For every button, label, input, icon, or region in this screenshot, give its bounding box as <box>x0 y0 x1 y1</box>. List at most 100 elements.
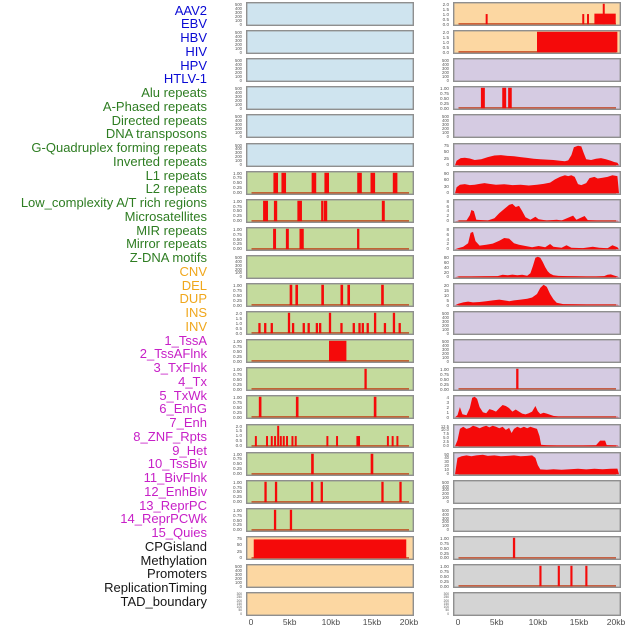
data-bar <box>295 397 299 418</box>
y-tick: 100 <box>235 270 242 276</box>
y-tick: 0.0 <box>442 21 449 27</box>
track-panel-12_EnhBiv <box>452 367 622 396</box>
y-tick: 0.00 <box>233 246 242 252</box>
baseline <box>251 444 409 446</box>
track-panel-HTLV-1 <box>245 142 415 172</box>
y-tick: 5.0 <box>443 435 449 441</box>
track-panel-L1 repeats <box>245 339 415 368</box>
baseline <box>251 304 409 306</box>
y-tick: 500 <box>235 30 242 36</box>
y-tick: 1.0 <box>442 11 449 17</box>
y-axis-ticks-5_TxWk: 90 60 30 0 <box>422 171 450 195</box>
track-plot-MIR repeats <box>245 451 415 476</box>
data-bar <box>381 481 384 502</box>
y-tick: 0.75 <box>233 231 242 237</box>
data-bar <box>361 323 364 334</box>
data-bar <box>480 88 485 109</box>
data-bar <box>311 453 314 474</box>
track-label-AAV2: AAV2 <box>174 2 207 18</box>
data-bar <box>302 323 305 334</box>
data-bar <box>274 481 278 502</box>
y-axis-ticks-8_ZNF_Rpts: 80 60 40 20 0 <box>422 255 450 279</box>
data-bar <box>264 481 267 502</box>
data-bar <box>366 323 369 334</box>
data-bar <box>273 228 277 250</box>
y-axis-ticks-12_EnhBiv: 1.00 0.75 0.50 0.25 0.00 <box>422 367 450 392</box>
y-tick: 150 <box>443 601 449 606</box>
data-bar <box>291 323 295 334</box>
track-plot-Low_complexity A/T rich regions <box>245 395 415 420</box>
data-bar <box>539 565 542 587</box>
y-tick: 6 <box>446 231 449 237</box>
y-tick: 40 <box>443 264 449 270</box>
y-tick: 0.25 <box>233 241 242 247</box>
y-axis-ticks-HBV: 500 400 300 200 100 0 <box>215 58 243 82</box>
y-axis-ticks-EBV: 500 400 300 200 100 0 <box>215 30 243 54</box>
x-axis-label-right-20kb: 20kb <box>606 617 626 627</box>
y-tick: 20 <box>443 283 449 288</box>
y-axis-ticks-HTLV-1: 500 400 300 200 100 0 <box>215 143 243 167</box>
data-bar <box>347 284 351 306</box>
data-bar <box>263 200 269 221</box>
y-tick: 400 <box>442 483 449 489</box>
y-tick: 100 <box>235 579 242 585</box>
y-axis-ticks-15_Quies: 50 40 30 20 10 0 <box>422 452 450 476</box>
data-bar <box>253 539 407 559</box>
data-bar <box>340 323 343 334</box>
y-tick: 1.00 <box>233 367 242 373</box>
track-plot-2_TssAFlnk <box>452 86 622 111</box>
y-tick: 100 <box>235 45 242 51</box>
y-axis-ticks-Methylation: 500 400 300 200 100 0 <box>422 508 450 532</box>
y-axis-ticks-11_BivFlnk: 500 400 300 200 100 0 <box>422 339 450 363</box>
track-panel-Microsatellites <box>245 423 415 453</box>
y-tick: 4 <box>446 236 449 242</box>
y-tick: 1 <box>446 410 449 416</box>
y-tick: 25 <box>236 548 242 554</box>
track-plot-L2 repeats <box>245 367 415 392</box>
data-bar <box>321 284 324 306</box>
track-label-INV: INV <box>185 318 207 334</box>
y-tick: 0.75 <box>233 372 242 378</box>
y-tick: 0.50 <box>233 180 242 186</box>
y-axis-ticks-Microsatellites: 2.0 1.5 1.0 0.5 0.0 <box>215 424 243 448</box>
track-panel-ReplicationTiming <box>452 563 622 593</box>
track-label-Directed repeats: Directed repeats <box>111 112 207 128</box>
data-bar <box>516 369 519 390</box>
data-bar <box>399 481 402 502</box>
y-tick: 0.0 <box>235 330 242 336</box>
y-tick: 25 <box>443 155 449 161</box>
data-bar <box>277 425 280 446</box>
y-tick: 400 <box>442 511 449 517</box>
data-bar <box>396 435 399 446</box>
track-plot-5_TxWk <box>452 170 622 195</box>
y-tick: 500 <box>442 114 449 120</box>
track-plot-INS <box>452 1 622 27</box>
data-bar <box>299 228 304 250</box>
data-bar <box>270 323 273 334</box>
y-tick: 300 <box>442 487 449 493</box>
data-bar <box>273 200 278 221</box>
data-bar <box>602 3 605 25</box>
track-plot-7_Enh <box>452 226 622 251</box>
y-axis-ticks-DEL: 500 400 300 200 100 0 <box>215 564 243 588</box>
data-bar <box>282 435 285 446</box>
y-tick: 12.5 <box>440 423 449 429</box>
y-tick: 80 <box>443 254 449 260</box>
y-tick: 0 <box>239 49 242 55</box>
baseline <box>251 248 409 250</box>
y-tick: 300 <box>443 592 449 597</box>
track-label-L1 repeats: L1 repeats <box>145 167 207 183</box>
y-tick: 100 <box>235 158 242 164</box>
y-tick: 10 <box>443 292 449 298</box>
y-tick: 200 <box>235 41 242 47</box>
y-tick: 0.75 <box>440 91 449 97</box>
x-axis-label-right-5kb: 5kb <box>489 617 504 627</box>
y-axis-ticks-DNA transposons: 500 400 300 200 100 0 <box>215 255 243 279</box>
track-label-G-Quadruplex forming repeats: G-Quadruplex forming repeats <box>31 140 207 156</box>
data-bar <box>381 284 384 306</box>
y-tick: 0.25 <box>233 381 242 387</box>
track-panel-DEL <box>245 563 415 593</box>
y-tick: 500 <box>442 479 449 485</box>
y-tick: 7.5 <box>443 431 449 437</box>
track-plot-Z-DNA motifs <box>245 507 415 532</box>
